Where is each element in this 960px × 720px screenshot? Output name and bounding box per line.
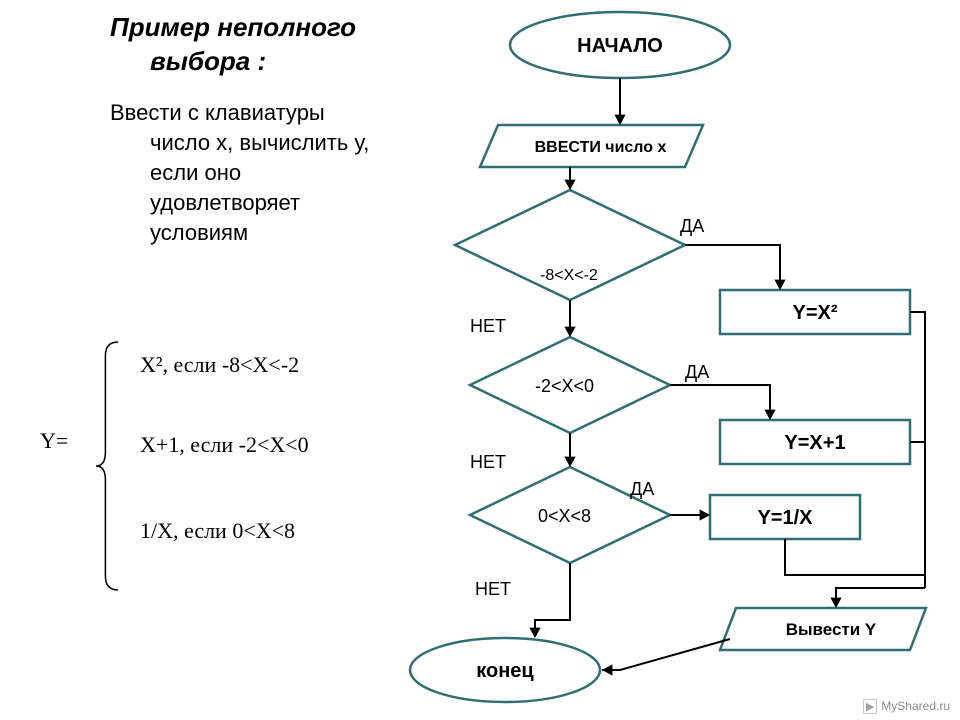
arrow-head — [614, 115, 625, 125]
yes-label: ДА — [685, 362, 709, 382]
arrow-head — [774, 280, 785, 290]
description-line: удовлетворяет — [150, 190, 300, 215]
watermark: ▶ MyShared.ru — [863, 699, 950, 714]
no-label: НЕТ — [470, 452, 506, 472]
arrow-head — [602, 664, 612, 675]
arrow-head — [830, 598, 841, 608]
description-line: если оно — [150, 160, 241, 185]
flow-start-label: НАЧАЛО — [577, 35, 663, 57]
flow-process-2-label: Y=X+1 — [784, 432, 845, 454]
title-line: Пример неполного — [110, 12, 356, 42]
watermark-icon: ▶ — [863, 699, 877, 714]
connector — [535, 563, 570, 636]
flow-process-1-label: Y=Х² — [792, 302, 837, 324]
arrow-head — [764, 410, 775, 420]
arrow-head — [700, 509, 710, 520]
piecewise-row: 1/X, если 0<X<8 — [140, 518, 295, 543]
connector — [670, 385, 770, 418]
flow-decision-3-label: 0<Х<8 — [538, 506, 591, 526]
description-line: условиям — [150, 220, 248, 245]
connector — [685, 245, 780, 288]
flow-process-3-label: Y=1/X — [757, 507, 813, 529]
no-label: НЕТ — [470, 316, 506, 336]
arrow-head — [564, 180, 575, 190]
watermark-text: MyShared.ru — [881, 699, 950, 713]
flow-decision-2-label: -2<Х<0 — [535, 376, 594, 396]
connector — [785, 539, 925, 588]
flow-end-label: конец — [476, 660, 534, 682]
arrow-head — [564, 327, 575, 337]
description-line: Ввести с клавиатуры — [110, 100, 325, 125]
arrow-head — [529, 628, 540, 638]
yes-label: ДА — [630, 479, 654, 499]
flow-output-label: Вывести Y — [786, 620, 877, 639]
description-line: число х, вычислить у, — [150, 130, 369, 155]
arrow-head — [564, 457, 575, 467]
piecewise-row: X², если -8<Х<-2 — [140, 352, 299, 377]
no-label: НЕТ — [475, 579, 511, 599]
yes-label: ДА — [680, 216, 704, 236]
flow-input-label: ВВЕСТИ число х — [535, 139, 667, 156]
connector — [836, 588, 925, 606]
title-line: выбора : — [150, 46, 266, 76]
connector — [602, 639, 730, 670]
brace-icon — [96, 342, 118, 590]
flow-decision-1-label: -8<Х<-2 — [540, 267, 598, 284]
piecewise-row: Х+1, если -2<Х<0 — [140, 432, 309, 457]
connector — [910, 312, 925, 588]
piecewise-y-label: Y= — [40, 428, 68, 453]
